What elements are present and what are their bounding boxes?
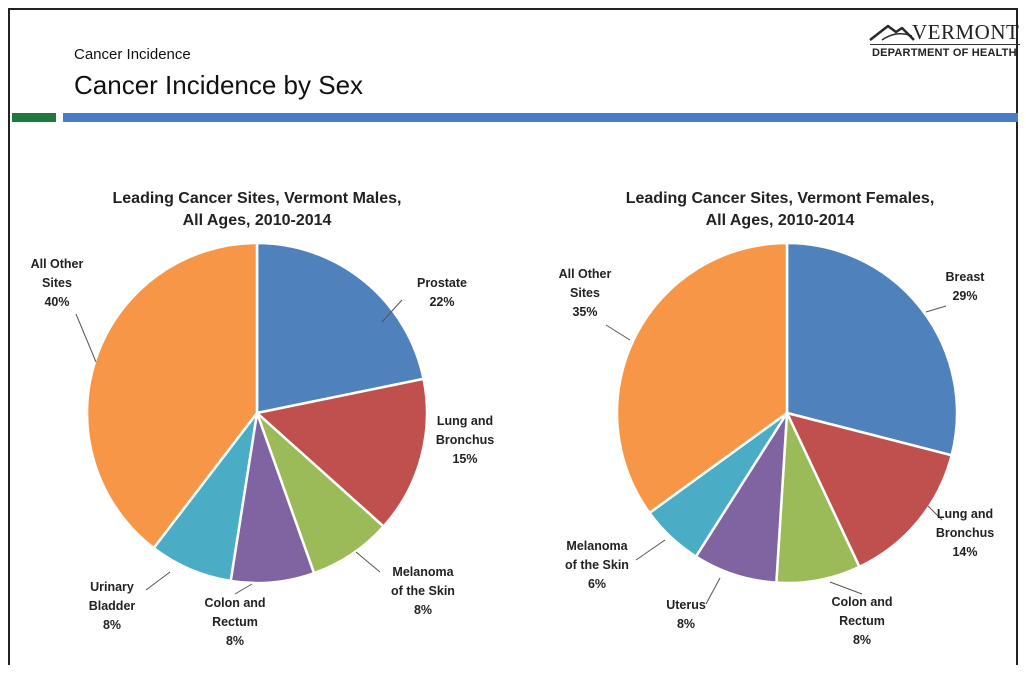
label-leader-line — [927, 505, 943, 521]
slice-name-label: Urinary — [90, 580, 134, 594]
slice-name-label: Melanoma — [566, 539, 628, 553]
chart-title-line: All Ages, 2010-2014 — [706, 212, 855, 229]
logo-dept-text: DEPARTMENT OF HEALTH — [872, 47, 1017, 59]
slice-percent-label: 14% — [952, 545, 977, 559]
slice-percent-label: 8% — [677, 617, 695, 631]
slice-name-label: Colon and — [204, 596, 265, 610]
slice-name-label: All Other — [559, 267, 612, 281]
slice-name-label: Sites — [42, 276, 72, 290]
slice-percent-label: 8% — [853, 633, 871, 647]
label-leader-line — [355, 551, 381, 573]
slice-percent-label: 6% — [588, 577, 606, 591]
logo-state-text: VERMONT — [912, 20, 1020, 44]
slice-name-label: of the Skin — [391, 584, 455, 598]
slice-name-label: Lung and — [437, 414, 493, 428]
label-leader-line — [829, 581, 863, 595]
slice-name-label: Lung and — [937, 507, 993, 521]
slice-percent-label: 8% — [226, 634, 244, 648]
pie-slice — [615, 241, 789, 515]
slice-name-label: All Other — [31, 257, 84, 271]
label-leader-line — [635, 539, 666, 561]
slice-percent-label: 35% — [572, 305, 597, 319]
accent-bar-blue — [63, 113, 1018, 122]
chart-title-line: All Ages, 2010-2014 — [183, 212, 332, 229]
accent-bar-green — [12, 113, 56, 122]
label-leader-line — [234, 583, 253, 595]
slice-name-label: Prostate — [417, 276, 467, 290]
chart-title-line: Leading Cancer Sites, Vermont Males, — [113, 190, 402, 207]
slide-subtitle: Cancer Incidence — [74, 46, 191, 63]
label-leader-line — [605, 324, 631, 341]
label-leader-line — [381, 299, 403, 323]
slide-title: Cancer Incidence by Sex — [74, 70, 364, 100]
slice-percent-label: 8% — [103, 618, 121, 632]
pie-slice — [255, 241, 426, 415]
slice-name-label: Rectum — [839, 614, 885, 628]
chart-title-line: Leading Cancer Sites, Vermont Females, — [626, 190, 935, 207]
slice-name-label: of the Skin — [565, 558, 629, 572]
slice-percent-label: 22% — [429, 295, 454, 309]
label-leader-line — [705, 577, 721, 605]
logo-rule — [870, 44, 1020, 45]
pie-chart-2: Leading Cancer Sites, Vermont Females, Al… — [559, 190, 995, 647]
vermont-health-logo: VERMONT DEPARTMENT OF HEALTH — [868, 18, 1020, 66]
slice-percent-label: 15% — [452, 452, 477, 466]
label-leader-line — [75, 313, 97, 363]
slice-name-label: Breast — [946, 270, 986, 284]
label-leader-line — [925, 305, 947, 313]
slice-name-label: Melanoma — [392, 565, 454, 579]
slice-name-label: Rectum — [212, 615, 258, 629]
slice-name-label: Colon and — [831, 595, 892, 609]
slice-name-label: Sites — [570, 286, 600, 300]
slice-name-label: Bladder — [89, 599, 136, 613]
slice-name-label: Bronchus — [436, 433, 494, 447]
slice-name-label: Bronchus — [936, 526, 994, 540]
slice-percent-label: 40% — [44, 295, 69, 309]
pie-slice — [85, 241, 259, 550]
slice-percent-label: 29% — [952, 289, 977, 303]
pie-slice — [784, 411, 954, 569]
mountain-icon — [869, 24, 915, 41]
slice-percent-label: 8% — [414, 603, 432, 617]
slice-name-label: Uterus — [666, 598, 706, 612]
pie-slice — [254, 377, 429, 529]
label-leader-line — [145, 571, 171, 591]
pie-chart-1: Leading Cancer Sites, Vermont Males, All … — [31, 190, 495, 648]
pie-slice — [785, 241, 959, 457]
